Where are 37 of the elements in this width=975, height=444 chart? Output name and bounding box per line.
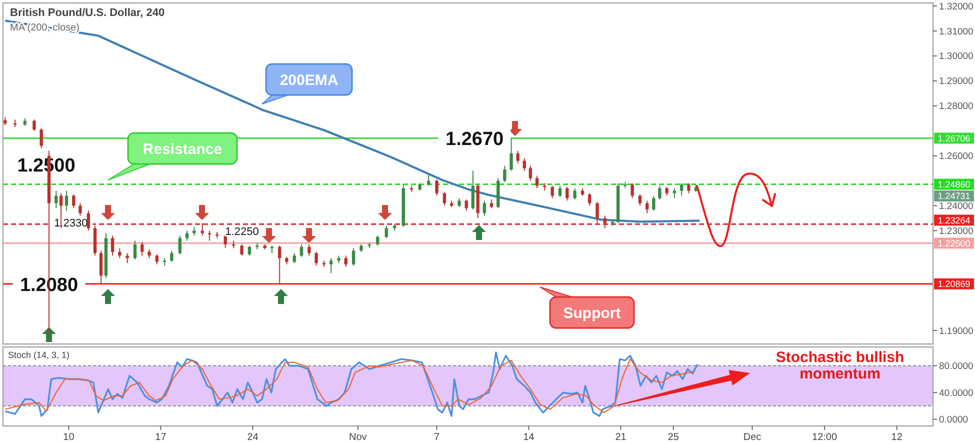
annotation: Support — [563, 304, 621, 322]
annotation: 200EMA — [280, 72, 338, 89]
ref-line-label: 1.22500 — [938, 238, 970, 248]
x-tick-label: Dec — [743, 432, 762, 443]
y-tick-label: 1.30000 — [939, 51, 974, 62]
text: 1.24731 — [938, 191, 970, 202]
x-tick-label: 14 — [523, 432, 535, 443]
y-tick-label: 1.19000 — [939, 326, 974, 337]
annotation: 1.2670 — [446, 128, 504, 150]
y-tick-label: 1.29000 — [939, 76, 974, 88]
x-tick-label: 12:00 — [812, 432, 838, 443]
annotation: Resistance — [142, 140, 222, 158]
chart-title: British Pound/U.S. Dollar, 240 — [10, 7, 165, 19]
ref-line-label: 1.20869 — [938, 279, 970, 290]
x-tick-label: 12 — [891, 432, 903, 443]
y-tick-label: 1.26000 — [939, 151, 974, 162]
ref-line-label: 1.24860 — [938, 179, 970, 190]
y-tick-label: 0.0000 — [939, 414, 968, 426]
y-tick-label: 1.24000 — [939, 201, 974, 212]
x-tick-label: Nov — [349, 432, 367, 443]
x-tick-label: 24 — [247, 432, 259, 443]
annotation: Stochastic bullish momentum — [776, 349, 904, 382]
y-tick-label: 80.0000 — [939, 361, 974, 372]
y-tick-label: 1.23000 — [939, 226, 974, 237]
y-tick-label: 1.28000 — [939, 101, 974, 112]
y-tick-label: 1.31000 — [939, 26, 974, 38]
y-tick-label: 1.32000 — [939, 1, 974, 12]
x-tick-label: 17 — [155, 432, 167, 443]
ref-line-label: 1.23264 — [938, 215, 970, 226]
y-tick-label: 40.0000 — [939, 388, 974, 399]
ref-line-label: 1.26706 — [938, 133, 970, 144]
chart-title: Stoch (14, 3, 1) — [8, 350, 70, 360]
x-tick-label: 7 — [434, 432, 440, 443]
x-tick-label: 10 — [63, 432, 75, 443]
annotation: 1.2250 — [225, 226, 259, 238]
x-tick-label: 21 — [615, 432, 627, 443]
x-tick-label: 25 — [668, 432, 680, 443]
